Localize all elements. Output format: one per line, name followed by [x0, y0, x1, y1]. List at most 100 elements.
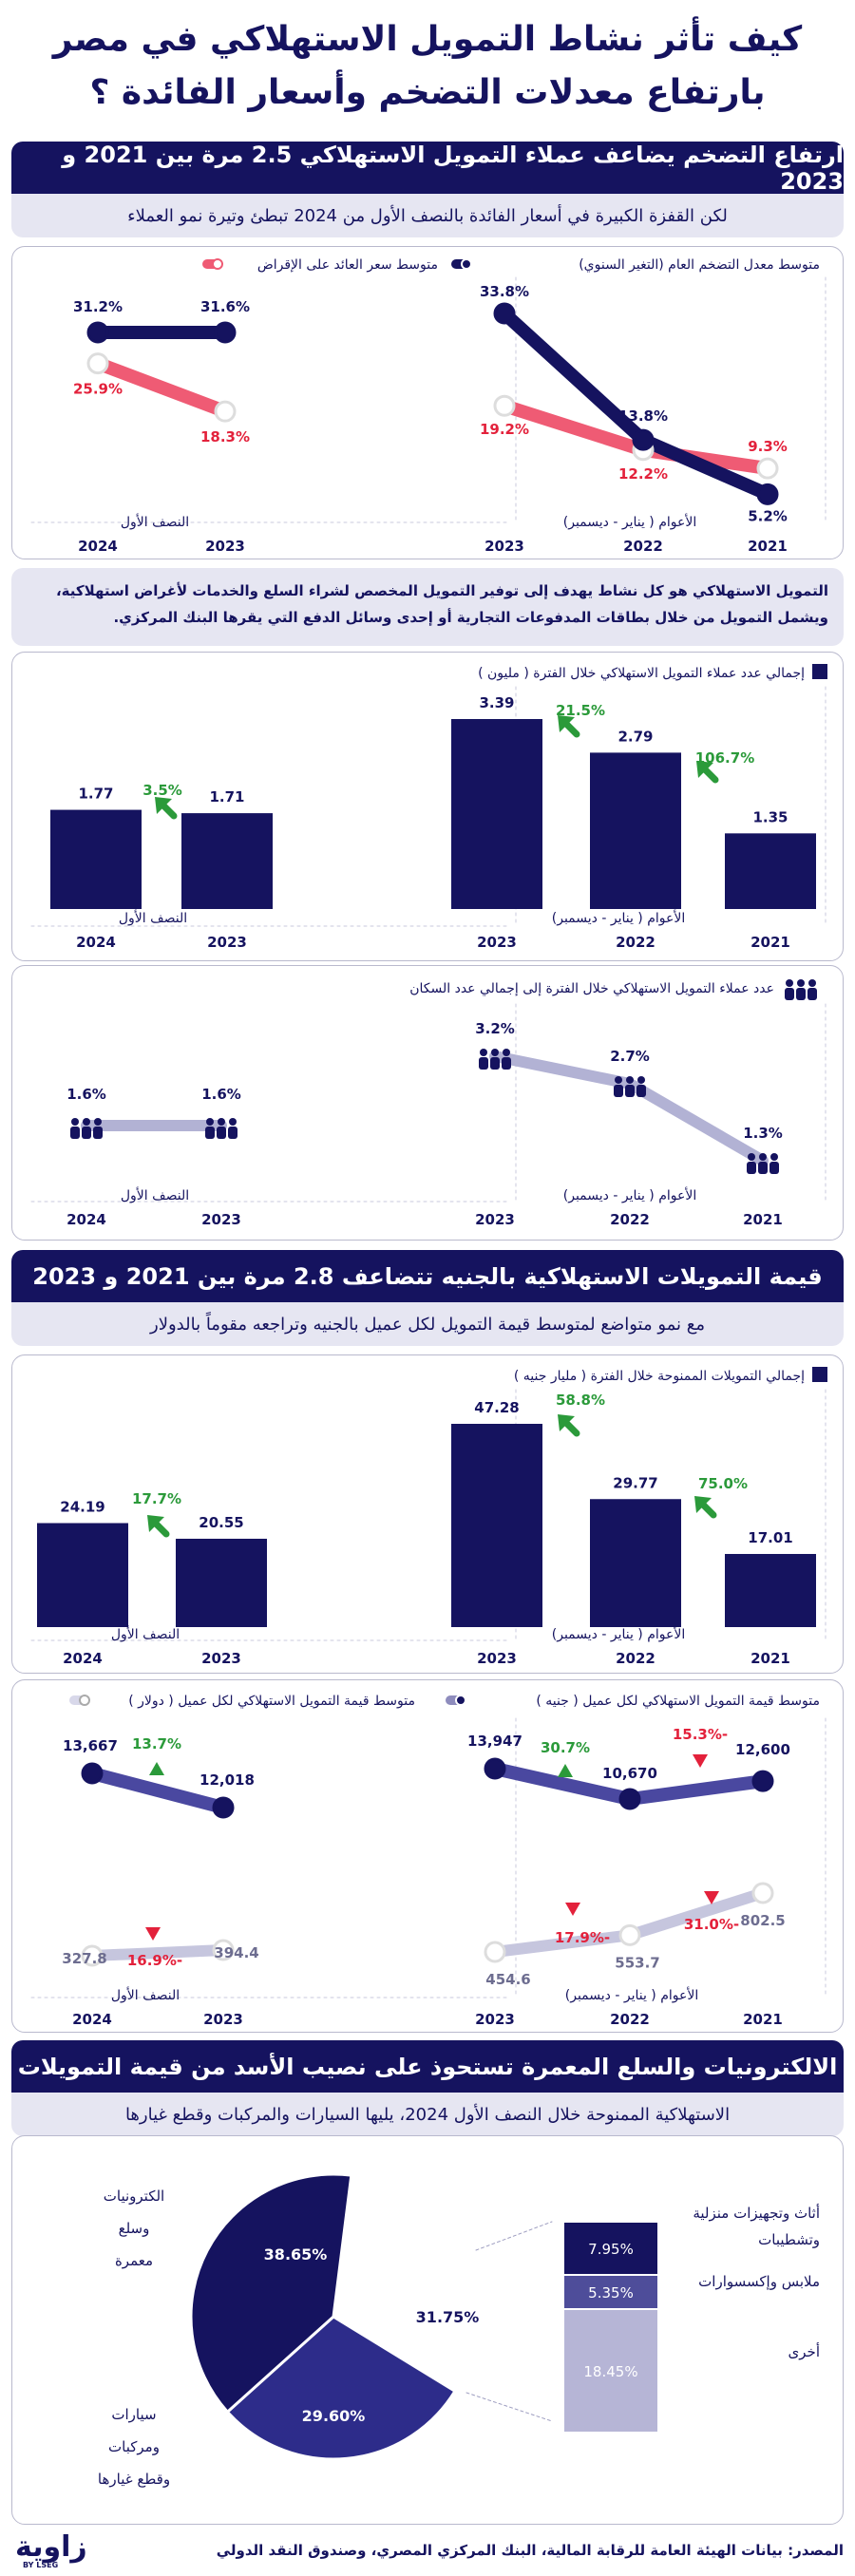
down-triangle: [704, 1891, 719, 1904]
inflation-data-label: 5.2%: [748, 507, 788, 524]
years-axis-year-label: 2023: [477, 1650, 517, 1667]
usd-value-label: 454.6: [485, 1971, 530, 1988]
breakdown-chart: 38.65% 29.60% 31.75% الكترونيات وسلع معمرة سيا…: [98, 2172, 820, 2488]
growth-arrow-head: [696, 761, 713, 778]
customers-bar: [725, 833, 816, 909]
share-people-icon-head: [218, 1118, 225, 1126]
rate-line: [91, 356, 232, 419]
years-axis-year-label: 2022: [616, 934, 656, 951]
share-people-icon-head: [83, 1118, 90, 1126]
rate-data-label: 18.3%: [200, 428, 250, 445]
footer: المصدر: بيانات الهيئة العامة للرقابة الم…: [11, 2529, 844, 2572]
egp-value-label: 13,947: [467, 1733, 522, 1750]
legend-label: إجمالي عدد عملاء التمويل الاستهلاكي خلال…: [478, 666, 805, 681]
inflation-data-label: 33.8%: [480, 283, 529, 300]
legend-swatch: [812, 664, 827, 679]
years-axis-period-label: الأعوام ( يناير - ديسمبر): [563, 1186, 696, 1203]
h1-axis-period-label: النصف الأول: [119, 909, 187, 926]
financing-value-chart-card: إجمالي التمويلات الممنوحة خلال الفترة ( …: [11, 1354, 844, 1674]
years-axis-period-label: الأعوام ( يناير - ديسمبر): [563, 513, 696, 530]
share-people-icon-body: [614, 1084, 623, 1097]
change-label: 13.7%: [132, 1735, 181, 1752]
egp-value-label: 10,670: [602, 1765, 657, 1782]
legend-swatch: [812, 1367, 827, 1382]
others-category-label: أثاث وتجهيزات منزلية: [693, 2204, 820, 2222]
growth-label: 3.5%: [142, 782, 182, 799]
financing-value-label: 24.19: [60, 1499, 104, 1516]
egp-point: [81, 1762, 104, 1785]
growth-label: 106.7%: [695, 749, 754, 767]
share-people-icon-body: [205, 1127, 215, 1139]
customers-value-label: 1.35: [752, 808, 788, 825]
share-people-icon-head: [71, 1118, 79, 1126]
down-triangle: [145, 1927, 161, 1941]
rate-point: [756, 457, 779, 480]
usd-point: [751, 1882, 774, 1904]
usd-point: [618, 1923, 641, 1946]
customers-value-label: 3.39: [479, 694, 514, 711]
share-people-icon-body: [770, 1162, 779, 1174]
usd-line: [86, 1944, 229, 1961]
egp-point: [751, 1770, 774, 1792]
pie-category-label: وسلع: [119, 2220, 150, 2237]
share-people-icon-head: [480, 1049, 487, 1056]
rate-data-label: 9.3%: [748, 438, 788, 455]
change-label: -16.9%: [127, 1952, 182, 1969]
pie-label-cars: 29.60%: [302, 2407, 366, 2425]
years-axis-period-label: الأعوام ( يناير - ديسمبر): [565, 1986, 698, 2003]
usd-line: [489, 1929, 636, 1958]
legend-people-icon-head: [808, 979, 816, 987]
pie-category-label: ومركبات: [108, 2438, 160, 2455]
legend-label: متوسط سعر العائد على الإقراض: [257, 257, 438, 273]
customers-value-label: 1.71: [209, 788, 244, 805]
others-category-label: وتشطيبات: [758, 2231, 820, 2248]
pie-category-label: وقطع غيارها: [98, 2471, 170, 2488]
legend-label: متوسط قيمة التمويل الاستهلاكي لكل عميل (…: [128, 1694, 415, 1709]
up-triangle: [149, 1762, 164, 1775]
usd-value-label: 553.7: [615, 1954, 659, 1971]
financing-bar: [725, 1554, 816, 1627]
legend-label: إجمالي التمويلات الممنوحة خلال الفترة ( …: [514, 1369, 805, 1384]
inflation-data-label: 31.2%: [73, 298, 123, 315]
share-value-label: 2.7%: [610, 1048, 650, 1065]
h1-axis-year-label: 2023: [203, 2011, 243, 2028]
change-label: 30.7%: [541, 1739, 590, 1756]
egp-line: [86, 1767, 230, 1814]
share-people-icon-body: [93, 1127, 103, 1139]
legend-inflation-dot: [461, 258, 472, 270]
share-value-label: 1.6%: [201, 1086, 241, 1103]
usd-point: [212, 1939, 235, 1961]
legend-usd-dot: [79, 1695, 90, 1706]
egp-line: [623, 1774, 770, 1806]
years-axis-year-label: 2021: [750, 934, 790, 951]
h1-axis-year-label: 2024: [63, 1650, 103, 1667]
legend-people-icon-body: [785, 988, 794, 1000]
legend-people-icon-body: [796, 988, 806, 1000]
growth-arrow-head: [147, 1515, 164, 1532]
financing-value-label: 17.01: [748, 1529, 792, 1546]
share-people-icon-body: [502, 1057, 511, 1070]
section2-subtitle: مع نمو متواضع لمتوسط قيمة التمويل لكل عم…: [11, 1302, 844, 1346]
inflation-point: [214, 321, 237, 344]
legend-label: متوسط معدل التضخم العام (التغير السنوي): [579, 257, 820, 273]
up-triangle: [558, 1764, 573, 1777]
section3-banner: الالكترونيات والسلع المعمرة تستحوذ على ن…: [11, 2040, 844, 2093]
rate-data-label: 19.2%: [480, 421, 529, 438]
years-axis-year-label: 2023: [484, 538, 524, 555]
connector: [466, 2392, 553, 2422]
egp-point: [618, 1788, 641, 1810]
years-axis-year-label: 2022: [610, 2011, 650, 2028]
share-people-icon-body: [82, 1127, 91, 1139]
share-people-icon-body: [70, 1127, 80, 1139]
years-axis-year-label: 2021: [750, 1650, 790, 1667]
legend-label: متوسط قيمة التمويل الاستهلاكي لكل عميل (…: [536, 1694, 820, 1709]
share-people-icon-head: [615, 1075, 622, 1084]
h1-axis-period-label: النصف الأول: [121, 1186, 189, 1203]
others-breakdown-segment: [562, 2308, 659, 2434]
h1-axis-year-label: 2024: [78, 538, 118, 555]
share-people-icon-head: [759, 1153, 767, 1161]
years-axis-year-label: 2021: [748, 538, 788, 555]
inflation-rates-chart-card: متوسط معدل التضخم العام (التغير السنوي) م…: [11, 246, 844, 559]
h1-axis-year-label: 2023: [207, 934, 247, 951]
others-breakdown-value: 5.35%: [588, 2284, 634, 2301]
